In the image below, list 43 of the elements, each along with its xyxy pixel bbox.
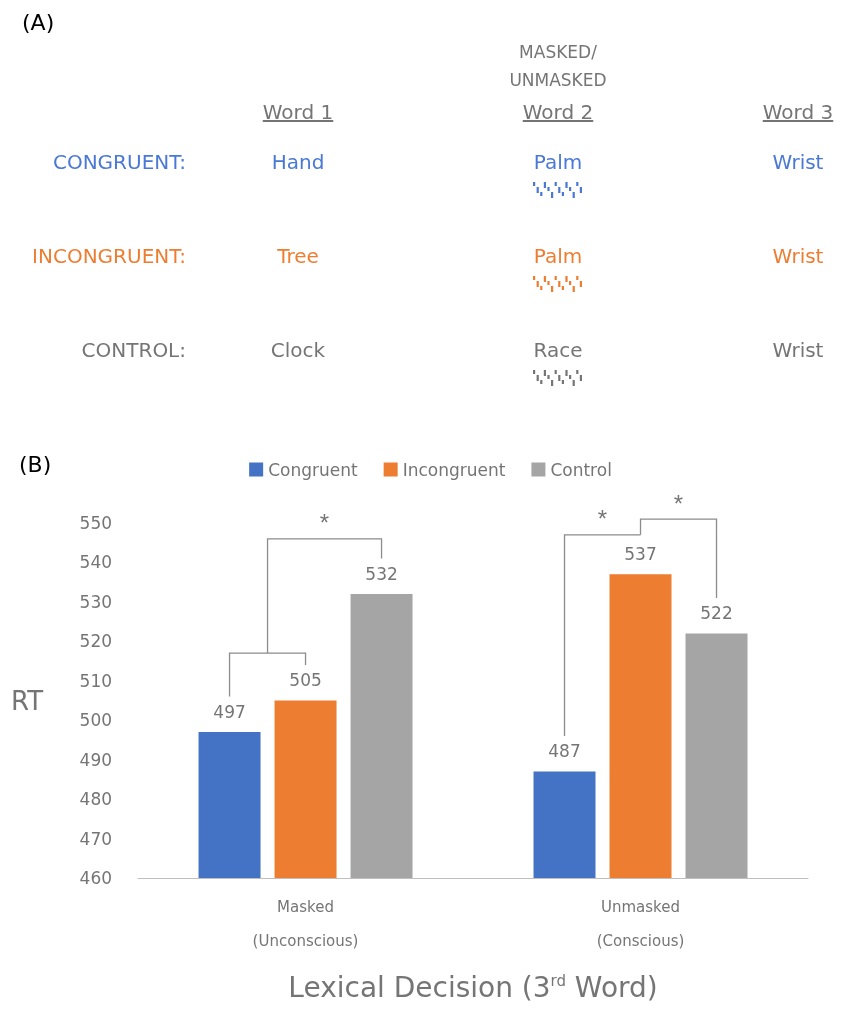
data-label: 505 (289, 670, 322, 690)
text: Wrist (772, 150, 824, 174)
y-tick-label: 490 (79, 749, 113, 770)
text: Palm (533, 150, 583, 174)
category-label: Word 2 (521, 100, 595, 124)
text: MASKED/ UNMASKED (508, 41, 608, 92)
category-label: CONTROL: (81, 338, 186, 362)
text: Palm (533, 244, 583, 268)
y-tick-label: 480 (79, 789, 113, 810)
text: Clock (270, 338, 326, 362)
y-tick-label: 520 (79, 631, 113, 652)
data-label: 522 (700, 602, 733, 623)
annotation: * (319, 509, 330, 537)
text: Tree (277, 244, 319, 268)
legend-label: Incongruent (402, 459, 506, 480)
data-label: 537 (624, 543, 657, 564)
text: Wrist (772, 338, 824, 362)
category-label: CONGRUENT: (52, 150, 186, 174)
y-axis-title: RT (10, 685, 44, 716)
text: (A) (22, 10, 55, 35)
y-tick-label: 510 (79, 670, 113, 691)
y-tick-label: 500 (79, 710, 113, 731)
legend-label: Congruent (268, 459, 358, 480)
x-tick-label: Unmasked (Conscious) (596, 898, 685, 950)
data-label: 497 (213, 701, 246, 722)
category-label: Word 1 (261, 100, 335, 124)
text: Hand (271, 150, 325, 174)
y-tick-label: 530 (79, 591, 113, 612)
text: Race (533, 338, 583, 362)
x-tick-label: Masked (Unconscious) (252, 898, 359, 950)
data-label: 487 (548, 741, 581, 761)
text: Wrist (772, 244, 824, 268)
category-label: INCONGRUENT: (32, 244, 186, 268)
y-tick-label: 550 (79, 513, 113, 533)
legend-label: Control (550, 459, 612, 480)
y-tick-label: 460 (79, 868, 113, 888)
annotation: * (597, 505, 608, 533)
y-tick-label: 540 (79, 552, 113, 573)
data-label: 532 (365, 563, 398, 584)
chart-title: (B) (19, 451, 52, 477)
category-label: Word 3 (761, 100, 835, 124)
text: * (673, 489, 684, 517)
y-tick-label: 470 (79, 828, 113, 849)
